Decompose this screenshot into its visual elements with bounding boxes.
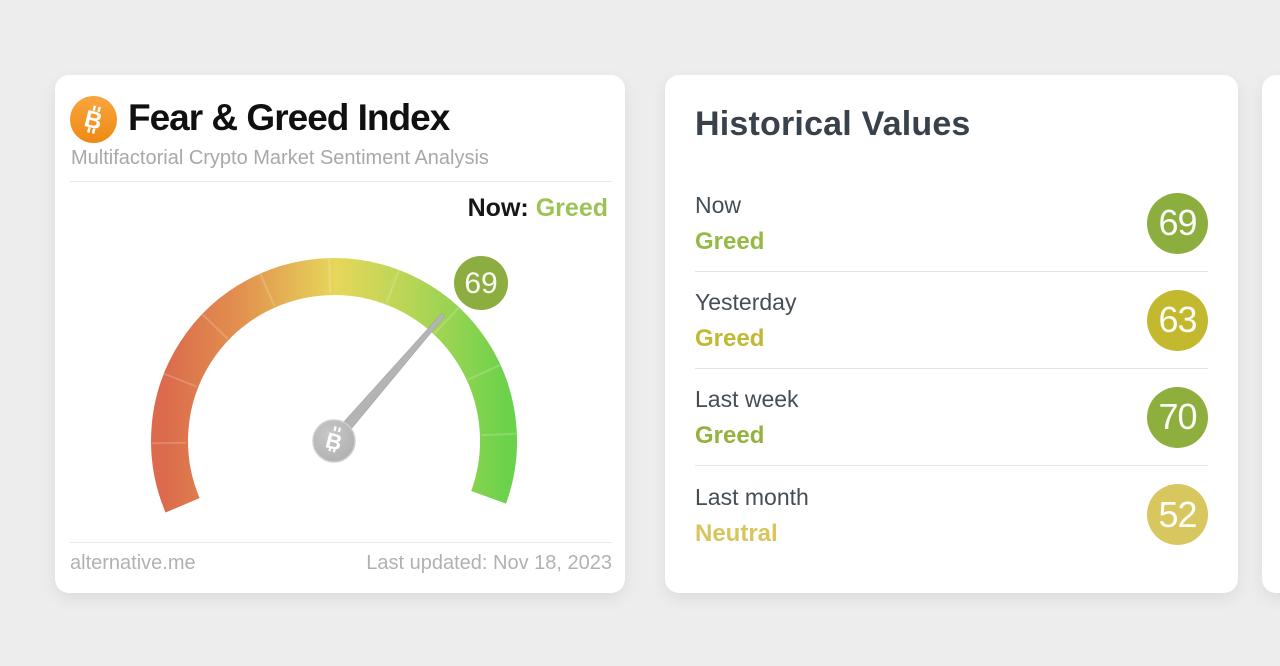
value-badge: 70 <box>1147 386 1208 448</box>
value-badge: 63 <box>1147 289 1208 351</box>
gauge-value: 69 <box>464 267 497 300</box>
bitcoin-hub-icon: B <box>323 426 345 456</box>
classification-label: Greed <box>695 422 765 449</box>
bitcoin-icon: B <box>70 96 117 143</box>
page-title: Fear & Greed Index <box>128 97 450 138</box>
gauge-arc <box>151 258 517 513</box>
value-badge: 69 <box>1147 192 1208 254</box>
classification-label: Greed <box>695 325 765 352</box>
page-subtitle: Multifactorial Crypto Market Sentiment A… <box>71 147 489 169</box>
svg-text:B: B <box>323 427 344 455</box>
divider <box>70 181 612 182</box>
classification-label: Greed <box>695 228 765 255</box>
history-row-now: Now Greed 69 <box>695 175 1208 272</box>
now-classification: Greed <box>535 194 608 222</box>
history-row-yesterday: Yesterday Greed 63 <box>695 272 1208 369</box>
now-label: Now: <box>467 194 529 222</box>
divider <box>70 542 612 543</box>
svg-text:B: B <box>82 105 105 135</box>
gauge-ticks <box>151 258 517 445</box>
gauge-value-badge: 69 <box>454 256 508 310</box>
period-label: Now <box>695 192 742 218</box>
fear-greed-gauge: B 69 <box>151 256 517 513</box>
fear-greed-card: B Fear & Greed Index Multifactorial Cryp… <box>55 75 625 593</box>
current-sentiment: Now: Greed <box>468 194 608 223</box>
classification-label: Neutral <box>695 519 778 547</box>
historical-rows: Now Greed 69 Yesterday Greed 63 Last wee… <box>695 175 1208 563</box>
historical-values-card: Historical Values Now Greed 69 Yesterday… <box>665 75 1238 593</box>
partial-card <box>1262 75 1280 593</box>
history-row-last-month: Last month Neutral 52 <box>695 466 1208 563</box>
last-updated: Last updated: Nov 18, 2023 <box>366 552 612 574</box>
historical-title: Historical Values <box>695 105 971 143</box>
period-label: Yesterday <box>695 289 797 315</box>
gauge-hub: B <box>312 419 356 463</box>
period-label: Last month <box>695 483 809 510</box>
value-badge: 52 <box>1147 484 1208 545</box>
source-link[interactable]: alternative.me <box>70 552 196 574</box>
history-row-last-week: Last week Greed 70 <box>695 369 1208 466</box>
period-label: Last week <box>695 386 799 412</box>
